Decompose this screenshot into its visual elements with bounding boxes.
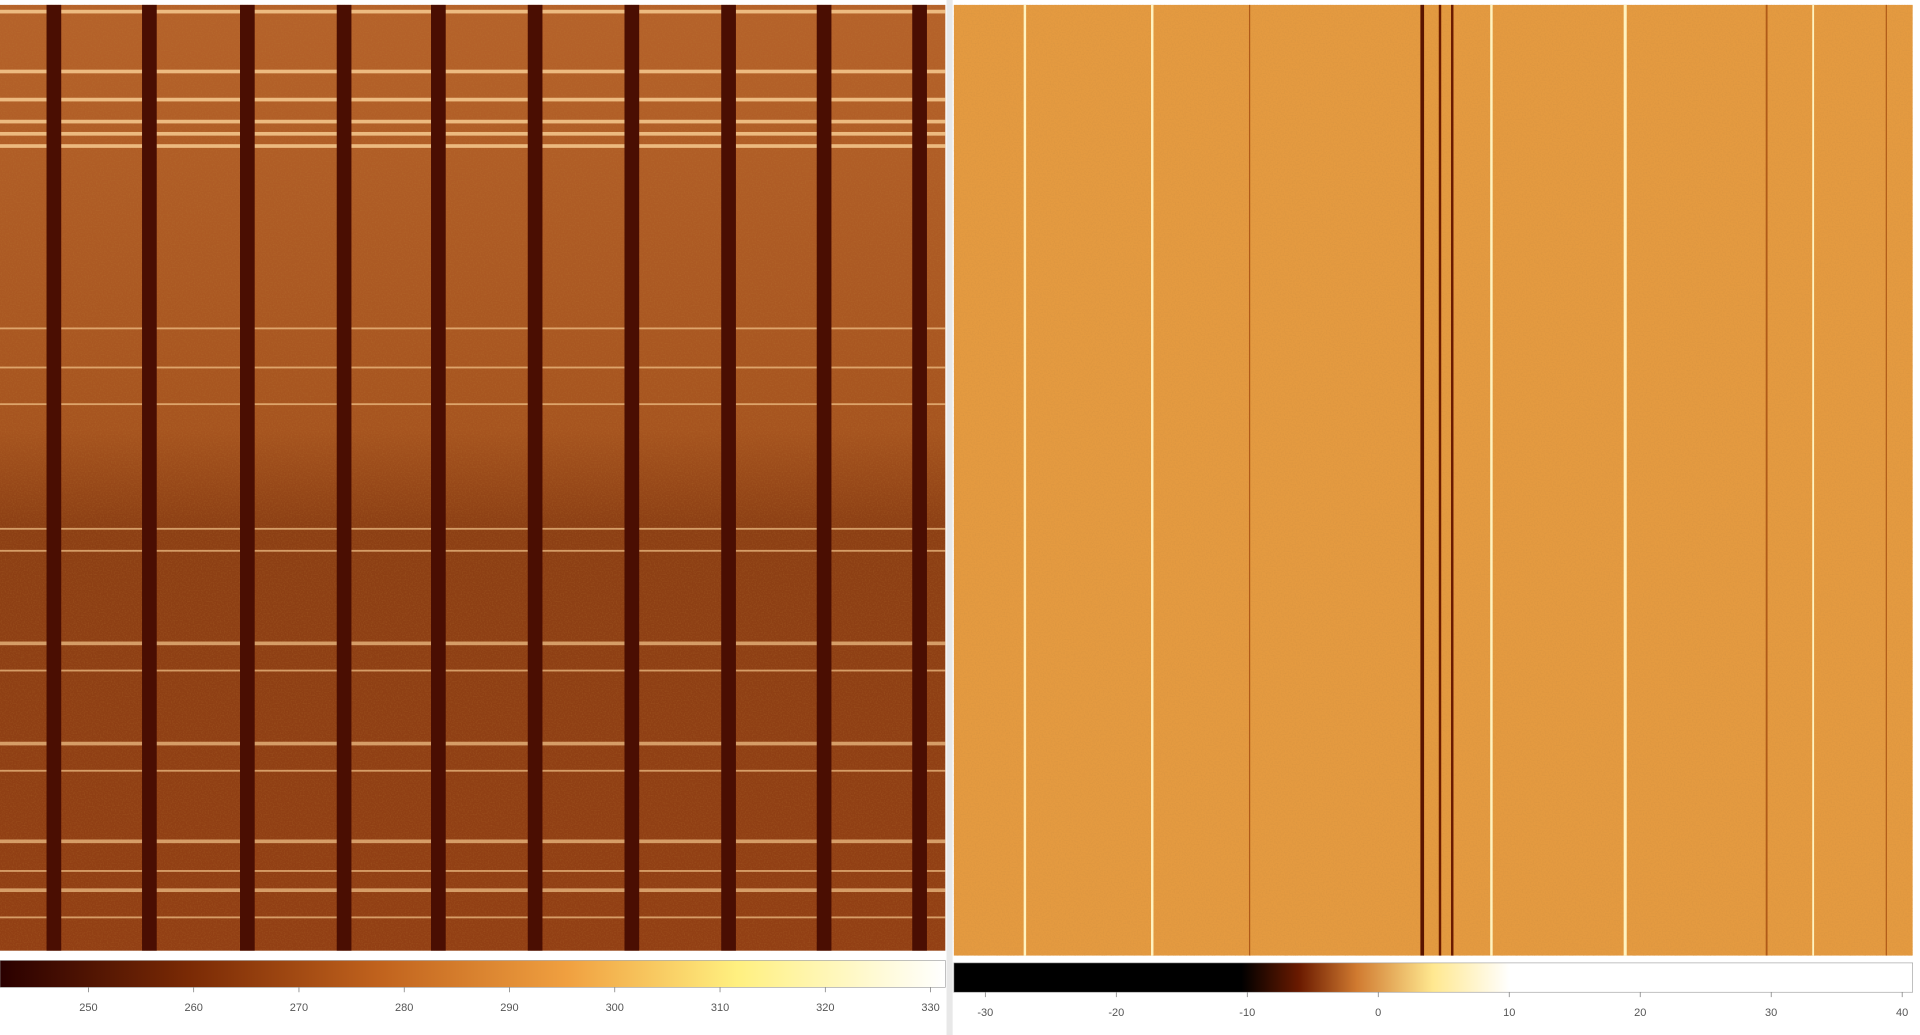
tick-label: 20 xyxy=(1634,1007,1646,1019)
tick-label: 290 xyxy=(500,1002,518,1014)
tick-label: 330 xyxy=(921,1002,939,1014)
colorbar xyxy=(0,960,946,988)
tick-label: 300 xyxy=(606,1002,624,1014)
tick-label: 260 xyxy=(185,1002,203,1014)
tick-label: 40 xyxy=(1896,1007,1908,1019)
right-image xyxy=(953,4,1913,956)
colorbar xyxy=(953,962,1913,993)
tick-label: 270 xyxy=(290,1002,308,1014)
tick-label: 280 xyxy=(395,1002,413,1014)
tick-label: 0 xyxy=(1375,1007,1381,1019)
tick-label: -20 xyxy=(1108,1007,1124,1019)
divider xyxy=(946,0,953,1035)
tick-label: 10 xyxy=(1503,1007,1515,1019)
tick-label: 30 xyxy=(1765,1007,1777,1019)
left-image xyxy=(0,4,946,951)
tick-label: 310 xyxy=(711,1002,729,1014)
tick-label: 250 xyxy=(79,1002,97,1014)
tick-label: -10 xyxy=(1239,1007,1255,1019)
tick-label: -30 xyxy=(977,1007,993,1019)
tick-label: 320 xyxy=(816,1002,834,1014)
